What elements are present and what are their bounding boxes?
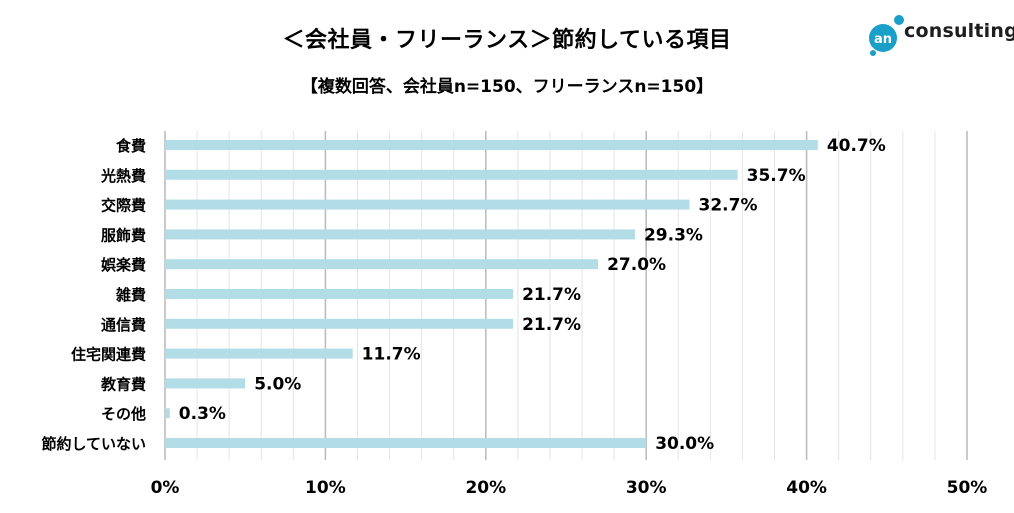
data-label: 27.0% (607, 255, 666, 275)
x-tick-label: 30% (626, 478, 667, 498)
data-label: 21.7% (522, 285, 581, 305)
category-label: 食費 (116, 137, 146, 155)
category-label: 住宅関連費 (71, 346, 146, 364)
x-tick-label: 10% (305, 478, 346, 498)
data-label: 11.7% (362, 345, 421, 365)
bar (165, 438, 647, 448)
x-tick-label: 20% (465, 478, 506, 498)
bar (165, 169, 738, 180)
bar (165, 140, 818, 150)
category-label: 光熱費 (100, 167, 146, 185)
category-label: 交際費 (101, 197, 146, 215)
category-label: 服飾費 (101, 226, 146, 244)
x-tick-label: 50% (947, 478, 988, 498)
category-label: その他 (101, 405, 146, 423)
brand-logo: an consulting (866, 14, 1014, 58)
bar (165, 318, 514, 329)
bar (165, 289, 514, 299)
chart-title: ＜会社員・フリーランス＞節約している項目 (282, 28, 732, 53)
category-label: 通信費 (101, 316, 146, 334)
data-label: 32.7% (699, 196, 758, 216)
x-tick-label: 40% (786, 478, 827, 498)
data-label: 35.7% (747, 166, 806, 186)
bar (165, 229, 635, 240)
bar (165, 259, 599, 270)
chart-subtitle: 【複数回答、会社員n=150、フリーランスn=150】 (300, 77, 714, 97)
category-label: 教育費 (100, 375, 146, 393)
bar (165, 378, 246, 389)
brand-logo-mark-text: an (874, 32, 892, 47)
brand-logo-text: consulting (904, 20, 1014, 42)
data-label: 21.7% (522, 315, 581, 335)
category-label: 雑費 (115, 286, 146, 304)
data-label: 40.7% (827, 136, 886, 156)
bar (165, 408, 170, 419)
x-tick-label: 0% (151, 478, 180, 498)
category-label: 娯楽費 (101, 256, 146, 274)
data-label: 0.3% (179, 404, 226, 424)
data-label: 5.0% (254, 374, 301, 394)
bar (165, 199, 690, 210)
data-label: 29.3% (644, 225, 703, 245)
category-label: 節約していない (41, 435, 146, 453)
brand-logo-mark-icon: an (869, 15, 904, 56)
bar (165, 348, 353, 359)
data-label: 30.0% (655, 434, 714, 454)
